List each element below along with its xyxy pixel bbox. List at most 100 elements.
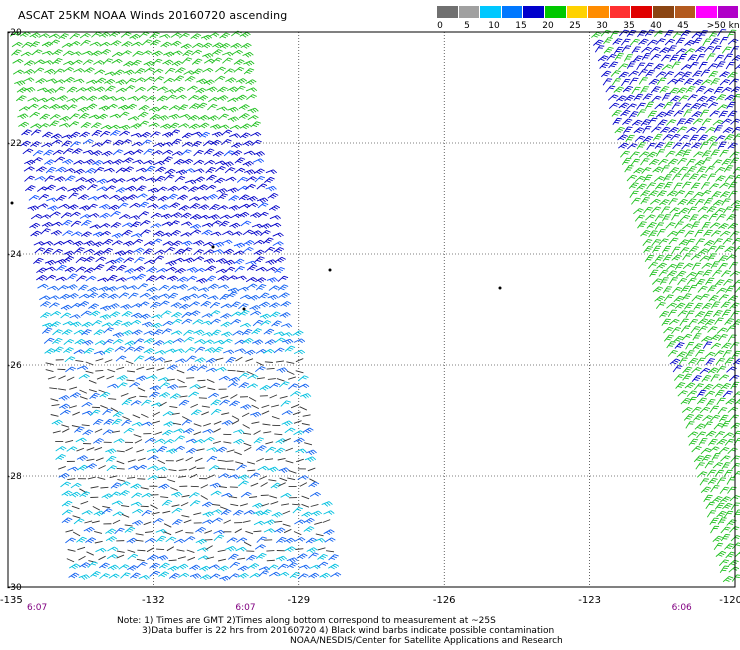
wind-barb — [116, 366, 125, 370]
wind-barb — [58, 104, 70, 111]
wind-barb — [70, 321, 82, 328]
wind-barb — [86, 447, 95, 451]
wind-barb — [308, 481, 320, 488]
wind-barb — [314, 538, 326, 543]
wind-barb — [251, 404, 259, 410]
wind-barb — [57, 285, 69, 291]
wind-barb — [653, 63, 664, 70]
wind-barb — [160, 310, 172, 317]
wind-barb — [323, 529, 335, 536]
wind-barb — [230, 301, 241, 308]
wind-barb — [150, 39, 161, 46]
wind-barb — [43, 337, 55, 344]
wind-barb — [297, 573, 309, 580]
wind-barb — [264, 361, 273, 363]
wind-barb — [708, 213, 718, 222]
wind-barb — [93, 167, 105, 174]
wind-barb — [633, 167, 644, 174]
wind-barb — [38, 123, 50, 129]
wind-barb — [94, 69, 106, 75]
wind-barb — [164, 67, 176, 75]
wind-barb — [237, 572, 249, 579]
wind-barb — [189, 310, 201, 317]
wind-barb — [52, 430, 61, 434]
wind-barb — [713, 125, 723, 133]
wind-barb — [643, 62, 654, 70]
wind-barb — [671, 61, 681, 69]
wind-barb — [250, 482, 259, 487]
wind-barb — [156, 367, 165, 371]
wind-barb — [75, 257, 87, 264]
wind-barb — [125, 447, 133, 452]
wind-barb — [130, 483, 142, 490]
wind-barb — [246, 283, 258, 289]
wind-barb — [642, 135, 654, 143]
wind-barb — [103, 418, 114, 425]
wind-barb — [654, 182, 665, 190]
wind-barb — [146, 286, 158, 293]
wind-barb — [684, 39, 695, 46]
wind-barb — [127, 459, 136, 463]
wind-barb — [719, 149, 729, 158]
wind-barb — [682, 149, 692, 158]
wind-barb — [138, 575, 150, 580]
wind-barb — [713, 542, 724, 551]
wind-barb — [288, 376, 296, 380]
wind-barb — [274, 433, 283, 436]
wind-barb — [284, 427, 296, 434]
wind-barb — [282, 510, 291, 515]
wind-barb — [79, 131, 91, 138]
wind-barb — [236, 370, 245, 373]
wind-barb — [675, 37, 686, 45]
wind-barb — [266, 277, 278, 283]
wind-barb — [188, 94, 199, 101]
wind-barb — [723, 165, 734, 173]
wind-barb — [695, 238, 705, 246]
wind-barb — [103, 339, 114, 346]
wind-barb — [628, 111, 639, 119]
wind-barb — [93, 510, 105, 517]
wind-barb — [196, 278, 208, 284]
wind-barb — [18, 121, 30, 128]
wind-barb — [173, 538, 186, 544]
wind-barb — [620, 109, 631, 117]
wind-barb — [104, 359, 113, 363]
wind-barb — [178, 32, 190, 39]
wind-barb — [159, 34, 171, 39]
wind-barb — [269, 382, 281, 389]
wind-barb — [614, 52, 624, 61]
wind-barb — [259, 475, 267, 480]
wind-barb — [134, 77, 146, 83]
wind-barb — [730, 310, 740, 318]
wind-barb — [152, 329, 163, 336]
wind-barb — [208, 465, 220, 471]
wind-barb — [620, 150, 630, 158]
wind-barb — [118, 214, 131, 220]
wind-barb — [126, 379, 135, 382]
wind-barb — [82, 139, 94, 145]
wind-barb — [218, 124, 230, 130]
wind-barb — [61, 329, 73, 335]
wind-barb — [694, 198, 705, 206]
wind-barb — [23, 166, 35, 172]
wind-barb — [242, 520, 251, 523]
wind-barb — [279, 312, 291, 318]
colorbar-label: 40 — [650, 21, 662, 31]
wind-barb — [87, 203, 98, 211]
wind-barb — [147, 455, 159, 461]
wind-barb — [95, 547, 107, 553]
wind-barb — [280, 323, 293, 328]
wind-barb — [245, 277, 257, 283]
wind-barb — [258, 301, 271, 308]
wind-barb — [692, 37, 703, 45]
wind-barb — [187, 186, 199, 193]
wind-barb — [684, 190, 695, 198]
wind-barb — [217, 565, 229, 572]
wind-barbs — [9, 29, 740, 583]
wind-barb — [268, 205, 280, 211]
wind-barb — [640, 230, 651, 237]
wind-barb — [220, 313, 232, 319]
wind-barb — [45, 88, 57, 94]
wind-barb — [219, 214, 231, 220]
